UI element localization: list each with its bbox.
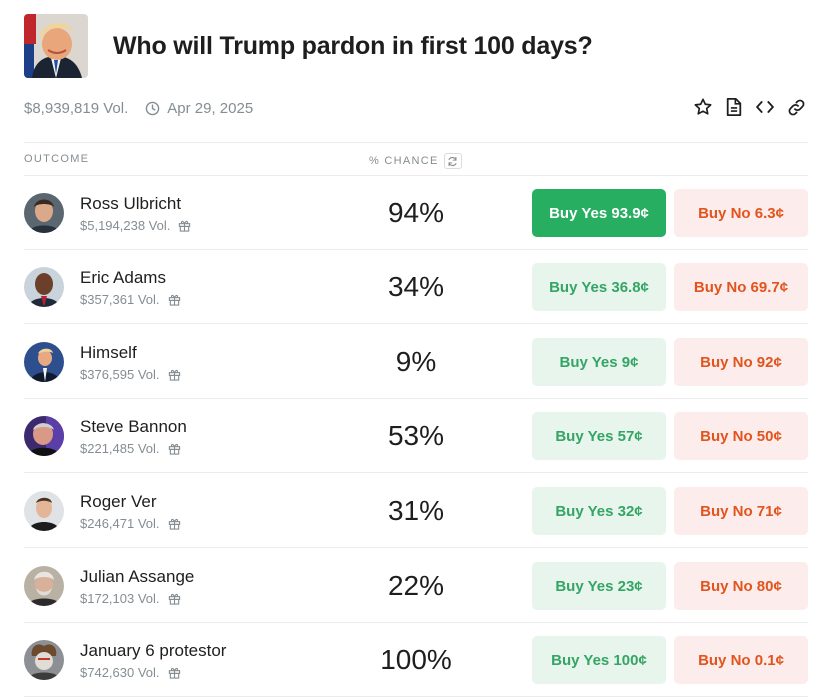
outcome-chance: 34% <box>387 271 445 302</box>
buy-no-button[interactable]: Buy No 69.7¢ <box>674 263 808 311</box>
buy-yes-button[interactable]: Buy Yes 23¢ <box>532 562 666 610</box>
embed-code-icon[interactable] <box>755 96 775 118</box>
outcome-row[interactable]: Julian Assange $172,103 Vol. 22% Buy Yes… <box>24 549 808 623</box>
outcome-volume-text: $742,630 Vol. <box>80 665 160 680</box>
buy-no-button[interactable]: Buy No 50¢ <box>674 412 808 460</box>
buy-no-button[interactable]: Buy No 0.1¢ <box>674 636 808 684</box>
buy-yes-button[interactable]: Buy Yes 100¢ <box>532 636 666 684</box>
avatar <box>24 193 64 233</box>
buy-no-button[interactable]: Buy No 80¢ <box>674 562 808 610</box>
outcome-volume: $742,630 Vol. <box>80 665 181 680</box>
outcome-name: January 6 protestor <box>80 641 227 660</box>
buy-yes-button[interactable]: Buy Yes 57¢ <box>532 412 666 460</box>
buy-no-button[interactable]: Buy No 71¢ <box>674 487 808 535</box>
avatar <box>24 342 64 382</box>
outcome-row[interactable]: Eric Adams $357,361 Vol. 34% Buy Yes 36.… <box>24 250 808 324</box>
column-chance: % CHANCE <box>369 153 462 169</box>
document-icon[interactable] <box>724 96 744 118</box>
outcome-volume: $5,194,238 Vol. <box>80 218 191 233</box>
outcome-volume: $172,103 Vol. <box>80 591 181 606</box>
gift-icon[interactable] <box>168 666 181 679</box>
buy-no-button[interactable]: Buy No 6.3¢ <box>674 189 808 237</box>
avatar <box>24 640 64 680</box>
outcome-chance: 22% <box>387 570 445 601</box>
outcome-name: Eric Adams <box>80 268 166 287</box>
buy-yes-button[interactable]: Buy Yes 32¢ <box>532 487 666 535</box>
outcome-row[interactable]: Himself $376,595 Vol. 9% Buy Yes 9¢ Buy … <box>24 325 808 399</box>
outcome-row[interactable]: January 6 protestor $742,630 Vol. 100% B… <box>24 623 808 697</box>
outcome-chance: 31% <box>387 495 445 526</box>
outcome-volume: $221,485 Vol. <box>80 441 181 456</box>
outcome-volume-text: $357,361 Vol. <box>80 292 160 307</box>
outcome-chance: 94% <box>387 197 445 228</box>
row-divider <box>24 472 808 473</box>
buy-no-button[interactable]: Buy No 92¢ <box>674 338 808 386</box>
table-divider <box>24 175 808 176</box>
gift-icon[interactable] <box>168 368 181 381</box>
link-icon[interactable] <box>786 96 806 118</box>
header-divider <box>24 142 808 143</box>
outcome-name: Ross Ulbricht <box>80 194 182 213</box>
avatar <box>24 566 64 606</box>
gift-icon[interactable] <box>168 592 181 605</box>
outcome-name: Julian Assange <box>80 567 195 586</box>
outcome-row[interactable]: Steve Bannon $221,485 Vol. 53% Buy Yes 5… <box>24 399 808 473</box>
avatar <box>24 491 64 531</box>
row-divider <box>24 249 808 250</box>
market-meta: $8,939,819 Vol. Apr 29, 2025 <box>24 97 253 119</box>
market-end-date: Apr 29, 2025 <box>167 99 254 117</box>
outcome-name: Steve Bannon <box>80 417 187 436</box>
outcome-volume-text: $221,485 Vol. <box>80 441 160 456</box>
gift-icon[interactable] <box>168 442 181 455</box>
outcome-volume: $357,361 Vol. <box>80 292 181 307</box>
outcome-row[interactable]: Ross Ulbricht $5,194,238 Vol. 94% Buy Ye… <box>24 176 808 250</box>
refresh-icon[interactable] <box>443 153 462 169</box>
outcome-chance: 100% <box>380 644 452 675</box>
outcome-volume-text: $5,194,238 Vol. <box>80 218 171 233</box>
outcome-volume: $376,595 Vol. <box>80 367 181 382</box>
outcome-chance: 9% <box>395 346 437 377</box>
outcome-volume-text: $376,595 Vol. <box>80 367 160 382</box>
row-divider <box>24 323 808 324</box>
market-actions <box>693 96 806 118</box>
gift-icon[interactable] <box>168 517 181 530</box>
star-icon[interactable] <box>693 96 713 118</box>
buy-yes-button[interactable]: Buy Yes 93.9¢ <box>532 189 666 237</box>
outcome-name: Himself <box>80 343 137 362</box>
avatar <box>24 416 64 456</box>
market-title: Who will Trump pardon in first 100 days? <box>113 31 593 60</box>
outcome-row[interactable]: Roger Ver $246,471 Vol. 31% Buy Yes 32¢ … <box>24 474 808 548</box>
outcome-volume-text: $172,103 Vol. <box>80 591 160 606</box>
market-volume: $8,939,819 Vol. <box>24 99 129 117</box>
row-divider <box>24 696 808 697</box>
buy-yes-button[interactable]: Buy Yes 9¢ <box>532 338 666 386</box>
outcome-volume-text: $246,471 Vol. <box>80 516 160 531</box>
outcome-volume: $246,471 Vol. <box>80 516 181 531</box>
row-divider <box>24 622 808 623</box>
gift-icon[interactable] <box>178 219 191 232</box>
market-thumbnail <box>24 14 88 78</box>
outcome-chance: 53% <box>387 420 445 451</box>
clock-icon <box>145 101 160 116</box>
gift-icon[interactable] <box>168 293 181 306</box>
buy-yes-button[interactable]: Buy Yes 36.8¢ <box>532 263 666 311</box>
outcome-name: Roger Ver <box>80 492 157 511</box>
market-header: Who will Trump pardon in first 100 days? <box>24 14 593 78</box>
row-divider <box>24 398 808 399</box>
row-divider <box>24 547 808 548</box>
column-outcome: OUTCOME <box>24 153 90 165</box>
avatar <box>24 267 64 307</box>
column-chance-label: % CHANCE <box>369 155 439 167</box>
